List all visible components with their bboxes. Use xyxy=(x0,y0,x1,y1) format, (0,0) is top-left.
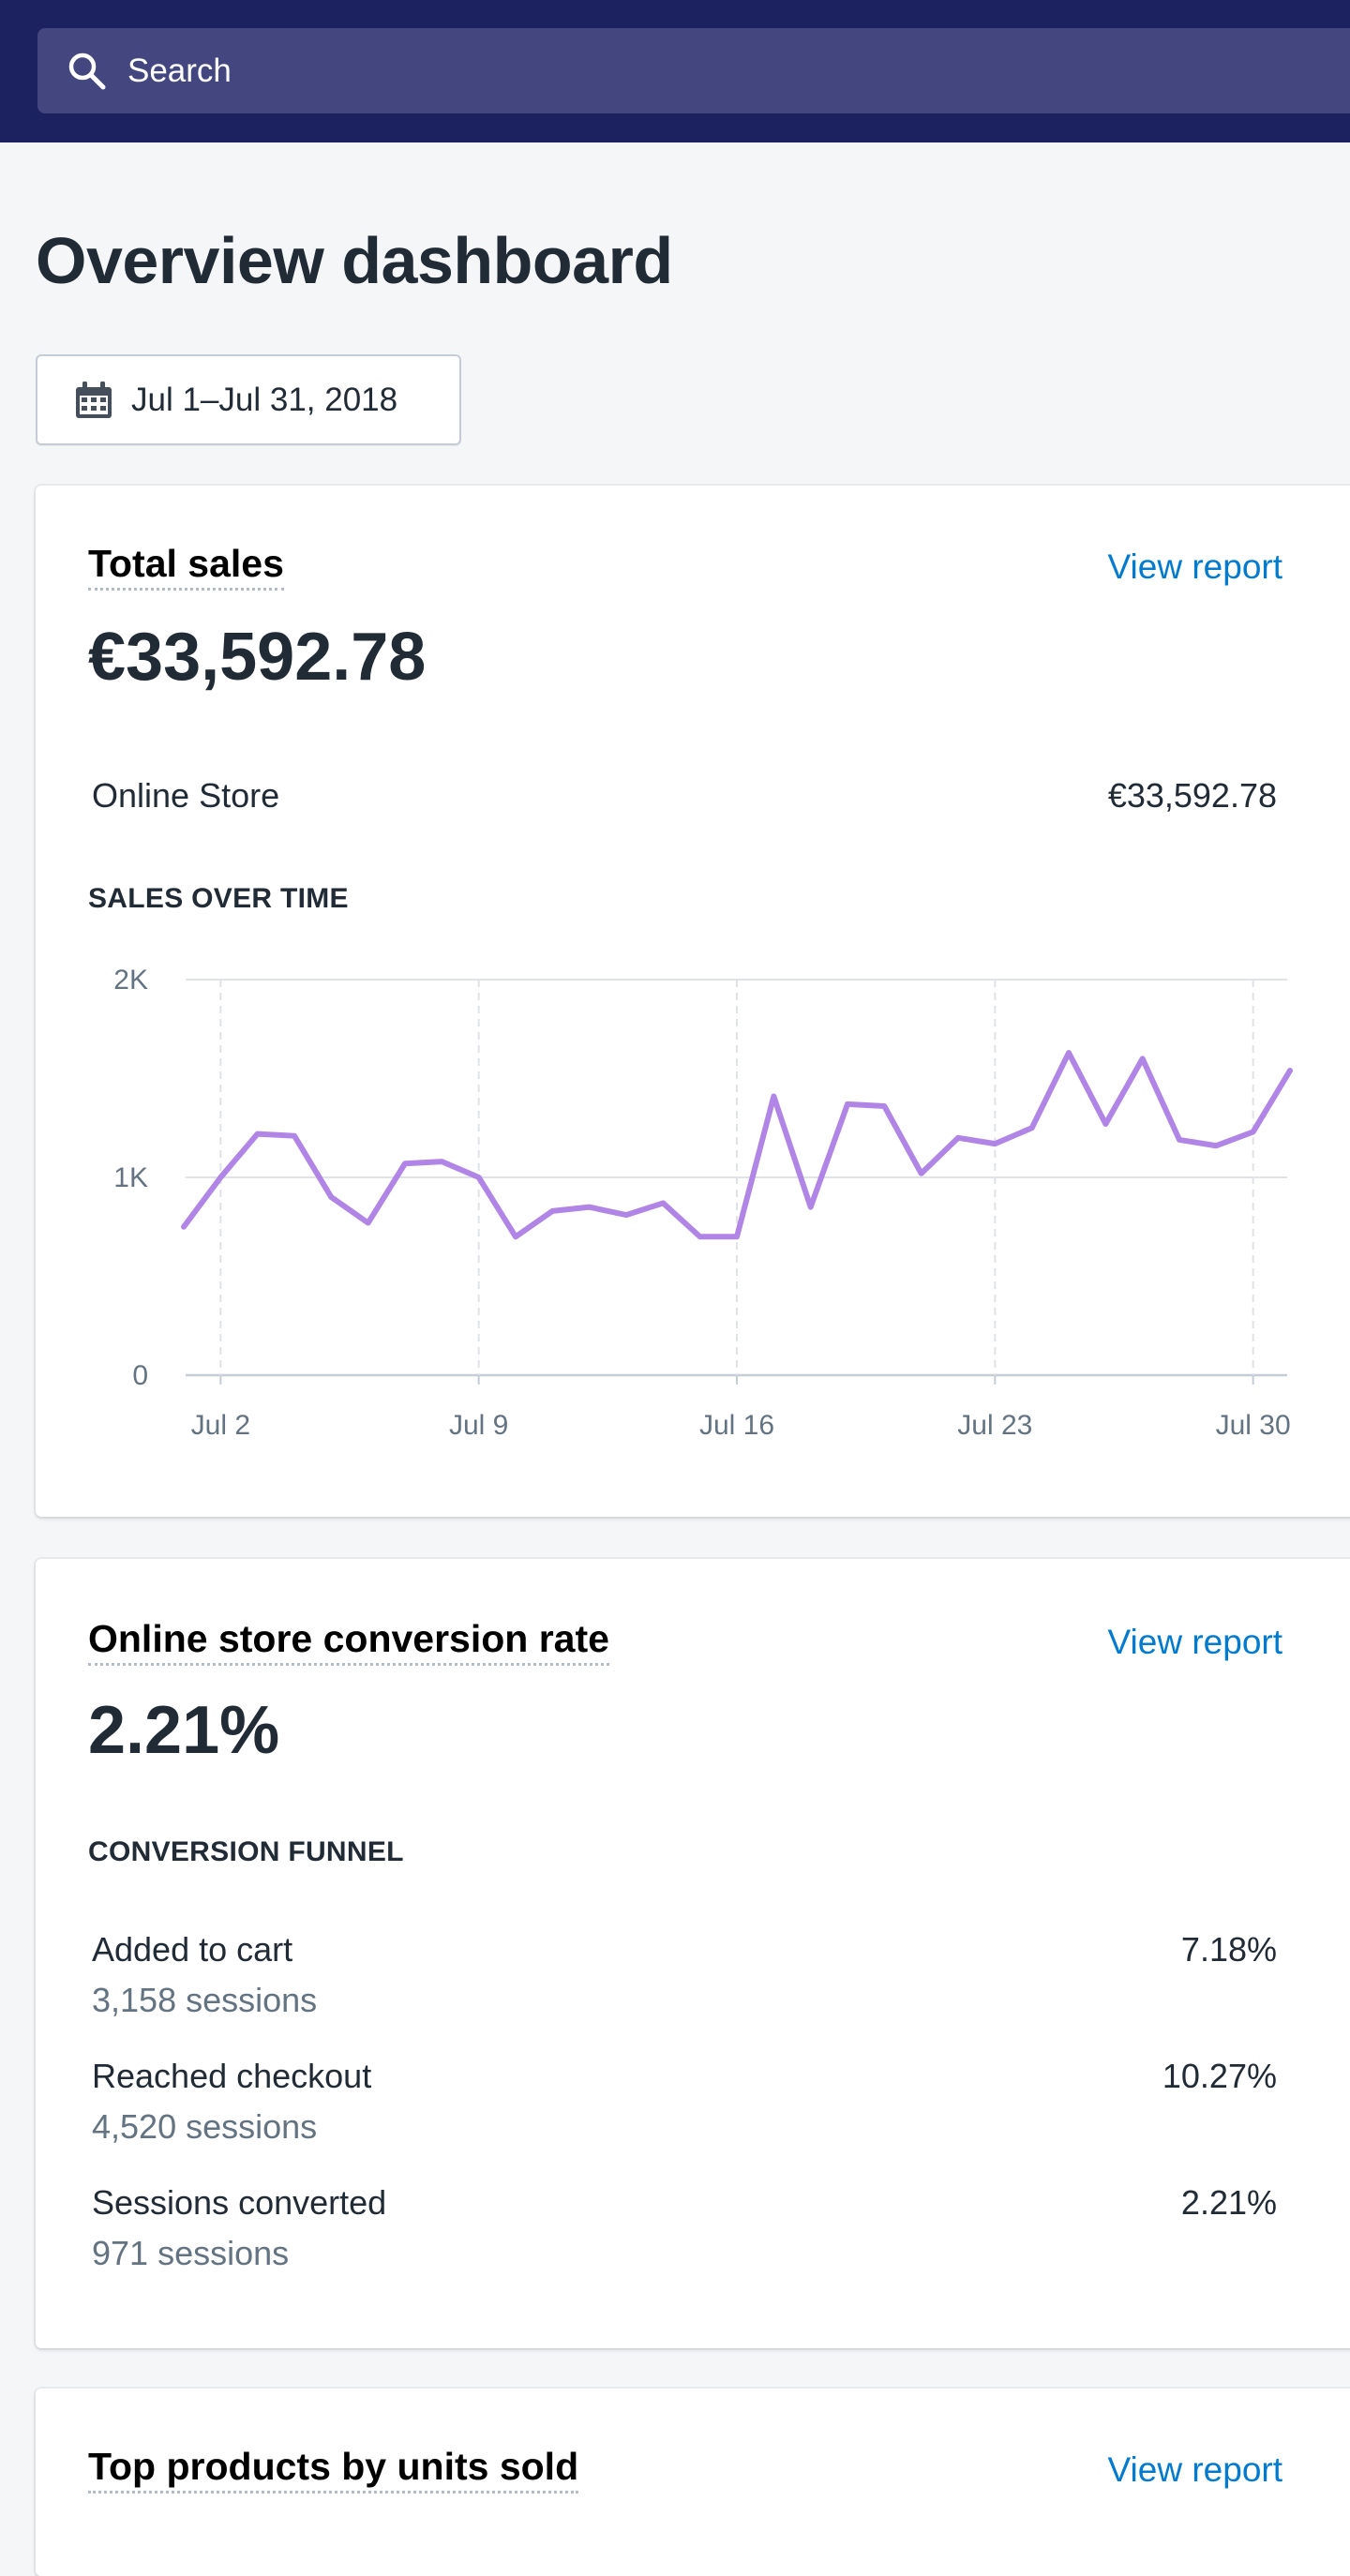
funnel-reached-checkout-label: Reached checkout xyxy=(92,2057,371,2096)
funnel-reached-checkout-sessions: 4,520 sessions xyxy=(92,2107,317,2147)
y-tick-label: 2K xyxy=(113,965,148,996)
x-tick-label: Jul 16 xyxy=(699,1410,774,1441)
funnel-sessions-converted-label: Sessions converted xyxy=(92,2183,386,2223)
top-products-view-report-link[interactable]: View report xyxy=(1108,2450,1282,2490)
x-tick-label: Jul 2 xyxy=(191,1410,250,1441)
date-range-button[interactable]: Jul 1–Jul 31, 2018 xyxy=(36,354,461,445)
conversion-funnel-heading: CONVERSION FUNNEL xyxy=(88,1836,404,1868)
conversion-rate-card: Online store conversion rate View report… xyxy=(36,1559,1350,2348)
total-sales-card: Total sales View report €33,592.78 Onlin… xyxy=(36,486,1350,1517)
search-input[interactable]: Search xyxy=(38,28,1350,113)
funnel-added-to-cart-sessions: 3,158 sessions xyxy=(92,1981,317,2020)
funnel-sessions-converted-rate: 2.21% xyxy=(1181,2183,1277,2223)
page-title: Overview dashboard xyxy=(36,223,673,298)
top-products-title[interactable]: Top products by units sold xyxy=(88,2445,578,2494)
y-tick-label: 1K xyxy=(113,1162,148,1193)
funnel-sessions-converted-sessions: 971 sessions xyxy=(92,2234,289,2273)
y-tick-label: 0 xyxy=(132,1360,148,1391)
funnel-added-to-cart-label: Added to cart xyxy=(92,1930,292,1969)
x-tick-label: Jul 9 xyxy=(449,1410,508,1441)
search-icon xyxy=(64,48,111,95)
funnel-added-to-cart-rate: 7.18% xyxy=(1181,1930,1277,1969)
conversion-view-report-link[interactable]: View report xyxy=(1108,1623,1282,1662)
search-placeholder: Search xyxy=(128,52,232,90)
top-bar: Search xyxy=(0,0,1350,142)
date-range-label: Jul 1–Jul 31, 2018 xyxy=(131,382,398,419)
calendar-icon xyxy=(73,380,114,421)
sales-over-time-chart: 0 1K 2K Jul 2 Jul 9 Jul 16 Jul 23 Jul 30 xyxy=(36,486,1350,1517)
x-tick-label: Jul 23 xyxy=(957,1410,1032,1441)
conversion-rate-value: 2.21% xyxy=(88,1692,279,1769)
top-products-card: Top products by units sold View report xyxy=(36,2389,1350,2576)
funnel-reached-checkout-rate: 10.27% xyxy=(1162,2057,1277,2096)
conversion-rate-title[interactable]: Online store conversion rate xyxy=(88,1617,609,1666)
x-tick-label: Jul 30 xyxy=(1216,1410,1291,1441)
